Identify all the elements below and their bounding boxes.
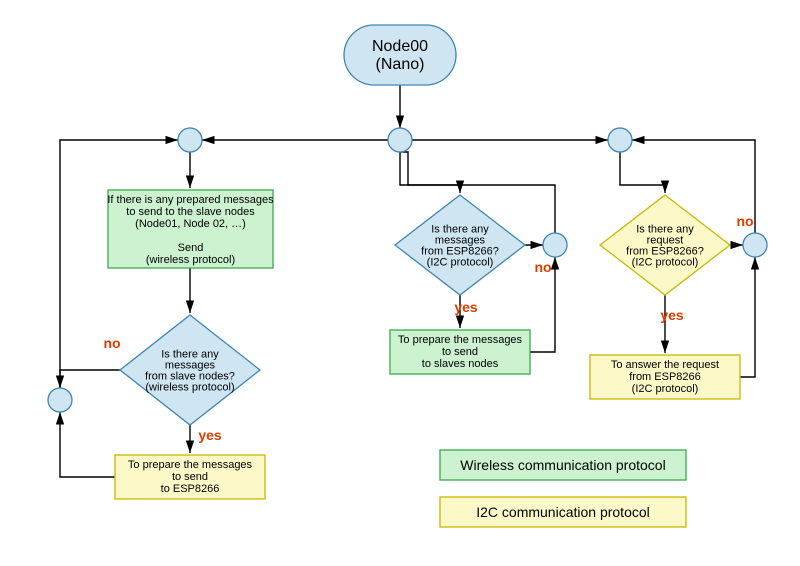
flowchart: Node00(Nano) If there is any prepared mes… xyxy=(0,0,800,566)
diamond-d1-line3: (wireless protocol) xyxy=(145,382,234,394)
branch-label: yes xyxy=(454,299,478,315)
edge xyxy=(60,412,115,477)
branch-label: no xyxy=(534,259,551,275)
box-r3-line0: To answer the request xyxy=(611,359,719,371)
box-r2-line2: to slaves nodes xyxy=(422,358,499,370)
start-sub: (Nano) xyxy=(376,56,425,73)
edge xyxy=(740,257,755,377)
diamond-d3-line3: (I2C protocol) xyxy=(632,257,699,269)
box-r4-line1: to send xyxy=(172,471,208,483)
branch-label: yes xyxy=(660,307,684,323)
junction-c-left xyxy=(48,388,72,412)
box-r1-line2: (Node01, Node 02, …) xyxy=(135,218,246,230)
junction-j3 xyxy=(608,128,632,152)
box-r1-line1: to send to the slave nodes xyxy=(126,206,255,218)
box-r3-line2: (I2C protocol) xyxy=(632,383,699,395)
box-r4-line0: To prepare the messages xyxy=(128,459,253,471)
box-r2-line0: To prepare the messages xyxy=(398,334,523,346)
branch-label: yes xyxy=(198,427,222,443)
junction-j1 xyxy=(388,128,412,152)
diamond-d2-line3: (I2C protocol) xyxy=(427,257,494,269)
box-leg2-line0: I2C communication protocol xyxy=(476,504,650,520)
edge xyxy=(400,152,460,193)
box-r3-line1: from ESP8266 xyxy=(629,371,701,383)
box-r1-line5: (wireless protocol) xyxy=(146,254,235,266)
edge xyxy=(620,152,665,193)
box-r2-line1: to send xyxy=(442,346,478,358)
box-leg1-line0: Wireless communication protocol xyxy=(460,457,665,473)
branch-label: no xyxy=(103,335,120,351)
box-r1-line0: If there is any prepared messages xyxy=(107,194,274,206)
edge xyxy=(60,370,121,388)
start-title: Node00 xyxy=(372,38,428,55)
junction-j2 xyxy=(178,128,202,152)
box-r1-line4: Send xyxy=(178,242,204,254)
junction-c-mid xyxy=(543,233,567,257)
branch-label: no xyxy=(736,213,753,229)
junction-c-right xyxy=(743,233,767,257)
start-node xyxy=(344,25,456,85)
box-r4-line2: to ESP8266 xyxy=(161,483,220,495)
